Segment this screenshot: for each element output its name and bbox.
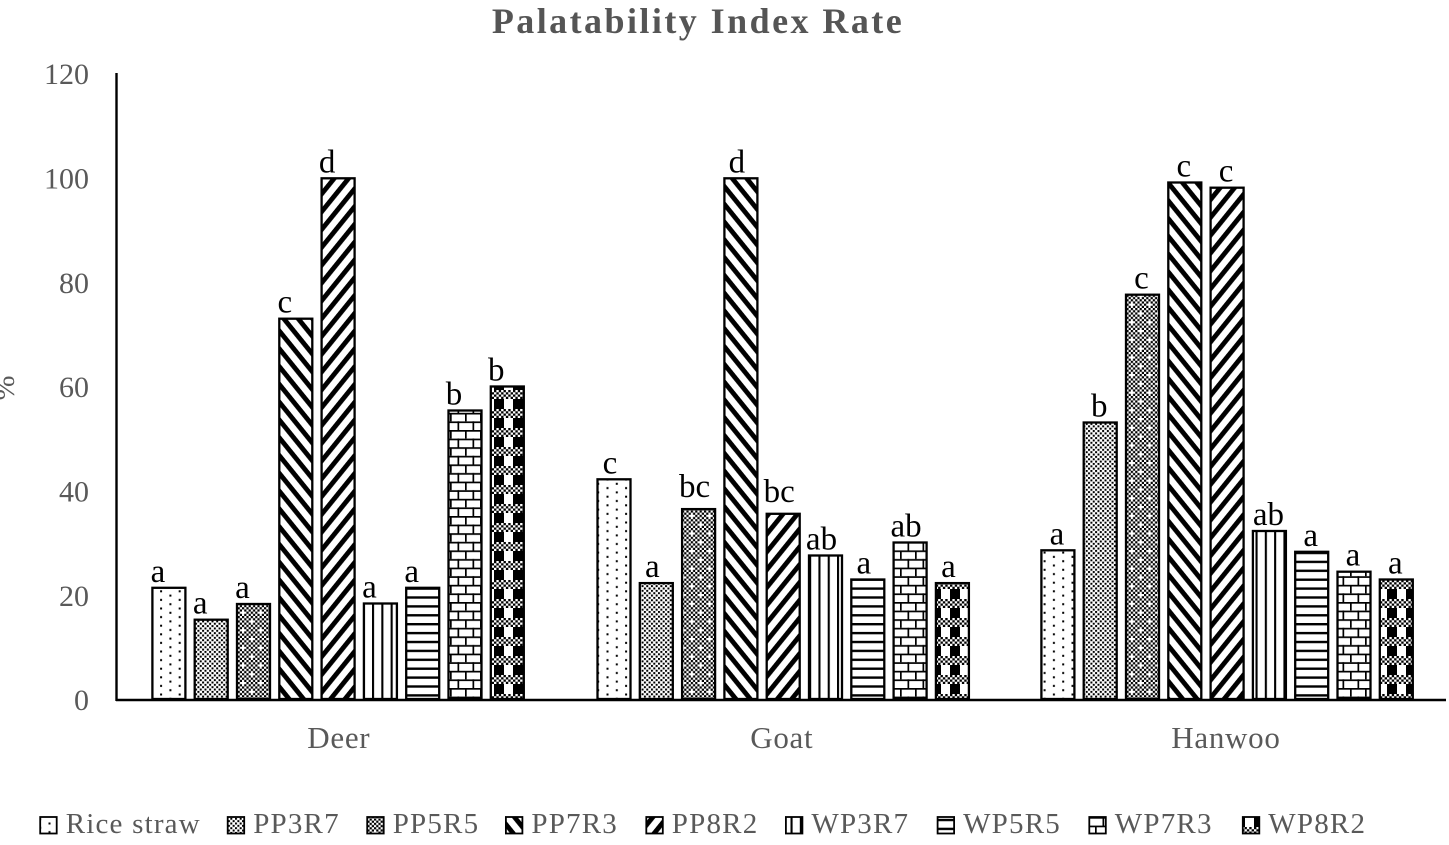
svg-text:%: % (0, 376, 21, 401)
svg-text:80: 80 (59, 267, 89, 300)
svg-text:d: d (319, 144, 336, 180)
svg-text:a: a (235, 570, 250, 606)
svg-text:b: b (446, 377, 463, 413)
svg-text:WP8R2: WP8R2 (1268, 808, 1366, 840)
svg-text:0: 0 (74, 684, 89, 717)
svg-text:WP3R7: WP3R7 (811, 808, 909, 840)
svg-text:a: a (1050, 516, 1065, 552)
svg-text:bc: bc (679, 469, 710, 505)
svg-text:a: a (645, 549, 660, 585)
svg-text:a: a (404, 554, 419, 590)
svg-text:a: a (1303, 518, 1318, 554)
svg-text:c: c (1134, 261, 1149, 297)
svg-text:a: a (1346, 538, 1361, 574)
svg-text:PP5R5: PP5R5 (393, 808, 480, 840)
svg-text:60: 60 (59, 371, 89, 404)
svg-text:120: 120 (44, 58, 89, 91)
svg-text:40: 40 (59, 476, 89, 509)
svg-text:c: c (1176, 149, 1191, 185)
svg-text:d: d (729, 144, 746, 180)
svg-text:c: c (277, 285, 292, 321)
svg-text:b: b (488, 353, 505, 389)
svg-text:a: a (193, 586, 208, 622)
svg-text:a: a (941, 549, 956, 585)
svg-text:WP5R5: WP5R5 (963, 808, 1061, 840)
svg-text:Deer: Deer (307, 720, 370, 755)
svg-text:a: a (1388, 546, 1403, 582)
svg-text:b: b (1091, 389, 1108, 425)
svg-text:100: 100 (44, 163, 89, 196)
svg-text:ab: ab (1253, 497, 1284, 533)
svg-text:PP7R3: PP7R3 (531, 808, 618, 840)
svg-text:Rice straw: Rice straw (66, 808, 201, 840)
svg-text:a: a (856, 546, 871, 582)
svg-text:a: a (151, 554, 166, 590)
svg-text:PP8R2: PP8R2 (672, 808, 759, 840)
svg-text:Goat: Goat (750, 720, 813, 755)
svg-text:WP7R3: WP7R3 (1115, 808, 1213, 840)
svg-text:c: c (1219, 154, 1234, 190)
svg-text:bc: bc (764, 474, 795, 510)
svg-text:Hanwoo: Hanwoo (1171, 720, 1280, 755)
svg-text:Palatability Index Rate: Palatability Index Rate (492, 1, 904, 41)
svg-text:PP3R7: PP3R7 (253, 808, 340, 840)
svg-text:20: 20 (59, 580, 89, 613)
svg-text:a: a (362, 570, 377, 606)
svg-text:c: c (603, 445, 618, 481)
svg-text:ab: ab (806, 522, 837, 558)
svg-text:ab: ab (891, 509, 922, 545)
